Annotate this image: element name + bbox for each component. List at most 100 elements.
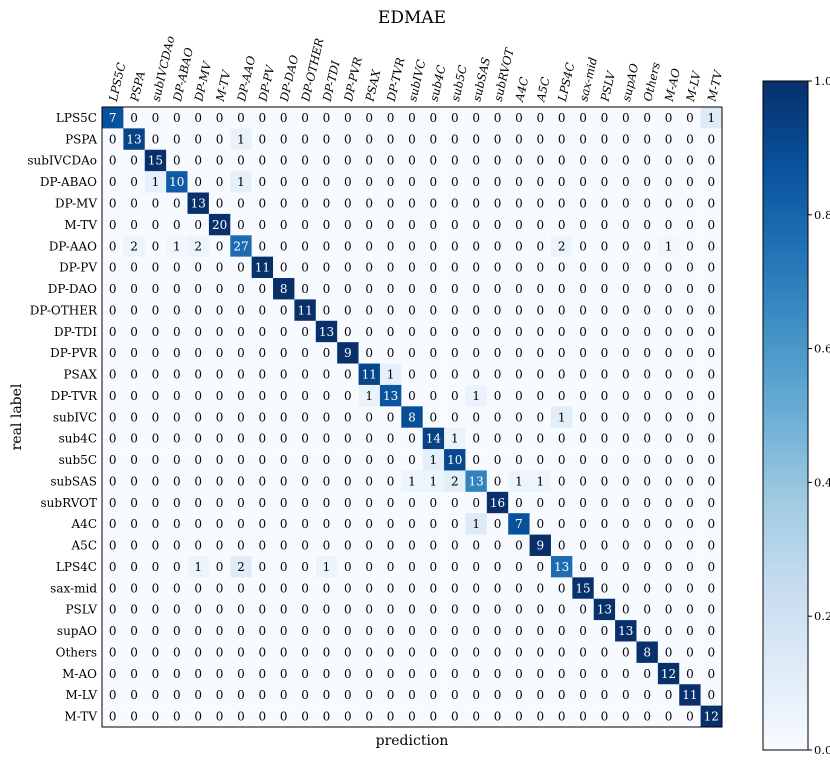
cell-value: 0 <box>344 603 352 617</box>
cell-value: 0 <box>237 197 245 211</box>
heatmap-cell <box>508 278 530 300</box>
cell-value: 0 <box>344 239 352 253</box>
cell-value: 0 <box>686 453 694 467</box>
heatmap-cell <box>230 192 252 215</box>
heatmap-cell <box>593 705 616 728</box>
cell-value: 0 <box>558 197 566 211</box>
heatmap-cell <box>379 427 402 450</box>
cell-value: 0 <box>622 154 630 168</box>
cell-value: 0 <box>173 389 181 403</box>
cell-value: 0 <box>601 218 609 232</box>
cell-value: 0 <box>280 261 288 275</box>
heatmap-cell <box>700 705 723 728</box>
heatmap-cell <box>379 555 402 578</box>
cell-value: 0 <box>622 132 630 146</box>
cell-value: 0 <box>643 389 651 403</box>
cell-value: 0 <box>707 453 715 467</box>
cell-value: 1 <box>451 432 459 446</box>
heatmap-cell <box>700 149 723 172</box>
cell-value: 0 <box>472 667 480 681</box>
heatmap-cell <box>700 235 723 257</box>
cell-value: 0 <box>130 667 138 681</box>
cell-value: 0 <box>194 517 202 531</box>
cell-value: 0 <box>665 410 673 424</box>
heatmap-cell <box>593 491 616 514</box>
heatmap-cell <box>700 491 723 514</box>
heatmap-cell <box>102 427 124 450</box>
heatmap-cell <box>273 278 295 300</box>
heatmap-cell <box>486 278 509 300</box>
cell-value: 0 <box>686 710 694 724</box>
cell-value: 0 <box>643 710 651 724</box>
heatmap-cell <box>465 128 488 151</box>
heatmap-cell <box>508 320 530 343</box>
heatmap-cell <box>273 513 295 535</box>
cell-value: 0 <box>387 303 395 317</box>
heatmap-cell <box>444 555 466 578</box>
cell-value: 0 <box>152 303 160 317</box>
cell-value: 0 <box>259 624 267 638</box>
x-tick-label: DP-PV <box>255 63 277 104</box>
heatmap-cell <box>337 470 359 493</box>
heatmap-cell <box>508 620 530 642</box>
cell-value: 0 <box>194 325 202 339</box>
heatmap-cell <box>102 299 124 322</box>
heatmap-cell <box>123 384 146 407</box>
cell-value: 13 <box>554 560 569 574</box>
cell-value: 0 <box>451 303 459 317</box>
cell-value: 0 <box>686 325 694 339</box>
heatmap-cell <box>230 213 252 236</box>
heatmap-cell <box>422 427 445 450</box>
x-tick-label: DP-MV <box>191 59 214 104</box>
cell-value: 0 <box>622 453 630 467</box>
heatmap-cell <box>679 705 701 728</box>
heatmap-cell <box>593 342 616 364</box>
heatmap-cell <box>187 235 210 257</box>
heatmap-cell <box>657 342 680 364</box>
heatmap-cell <box>208 662 231 685</box>
cell-value: 0 <box>579 175 587 189</box>
heatmap-cell <box>230 620 252 642</box>
heatmap-cell <box>700 555 723 578</box>
heatmap-cell <box>401 534 423 557</box>
heatmap-cell <box>102 384 124 407</box>
heatmap-cell <box>358 107 381 129</box>
heatmap-cell <box>550 555 573 578</box>
cell-value: 0 <box>365 346 373 360</box>
cell-value: 0 <box>451 218 459 232</box>
y-tick-label: DP-DAO <box>48 282 97 296</box>
cell-value: 0 <box>344 197 352 211</box>
cell-value: 0 <box>387 710 395 724</box>
cell-value: 0 <box>686 603 694 617</box>
heatmap-cell <box>572 491 595 514</box>
cell-value: 0 <box>216 624 224 638</box>
heatmap-cell <box>166 384 188 407</box>
cell-value: 0 <box>451 710 459 724</box>
cell-value: 0 <box>387 111 395 125</box>
heatmap-cell <box>529 427 552 450</box>
heatmap-cell <box>251 128 274 151</box>
cell-value: 0 <box>130 688 138 702</box>
heatmap-cell <box>465 662 488 685</box>
heatmap-cell <box>230 278 252 300</box>
cell-value: 0 <box>173 132 181 146</box>
heatmap-cell <box>615 278 637 300</box>
cell-value: 0 <box>451 389 459 403</box>
cell-value: 1 <box>558 410 566 424</box>
heatmap-cell <box>187 449 210 471</box>
heatmap-cell <box>657 107 680 129</box>
heatmap-cell <box>615 705 637 728</box>
heatmap-cell <box>700 449 723 471</box>
heatmap-cell <box>700 278 723 300</box>
cell-value: 0 <box>109 325 117 339</box>
cell-value: 0 <box>280 710 288 724</box>
heatmap-cell <box>679 192 701 215</box>
cell-value: 0 <box>259 325 267 339</box>
cell-value: 0 <box>109 624 117 638</box>
heatmap-cell <box>187 620 210 642</box>
heatmap-cell <box>251 684 274 706</box>
heatmap-cell <box>615 491 637 514</box>
cell-value: 0 <box>430 389 438 403</box>
cell-value: 0 <box>216 688 224 702</box>
heatmap-cell <box>572 171 595 193</box>
